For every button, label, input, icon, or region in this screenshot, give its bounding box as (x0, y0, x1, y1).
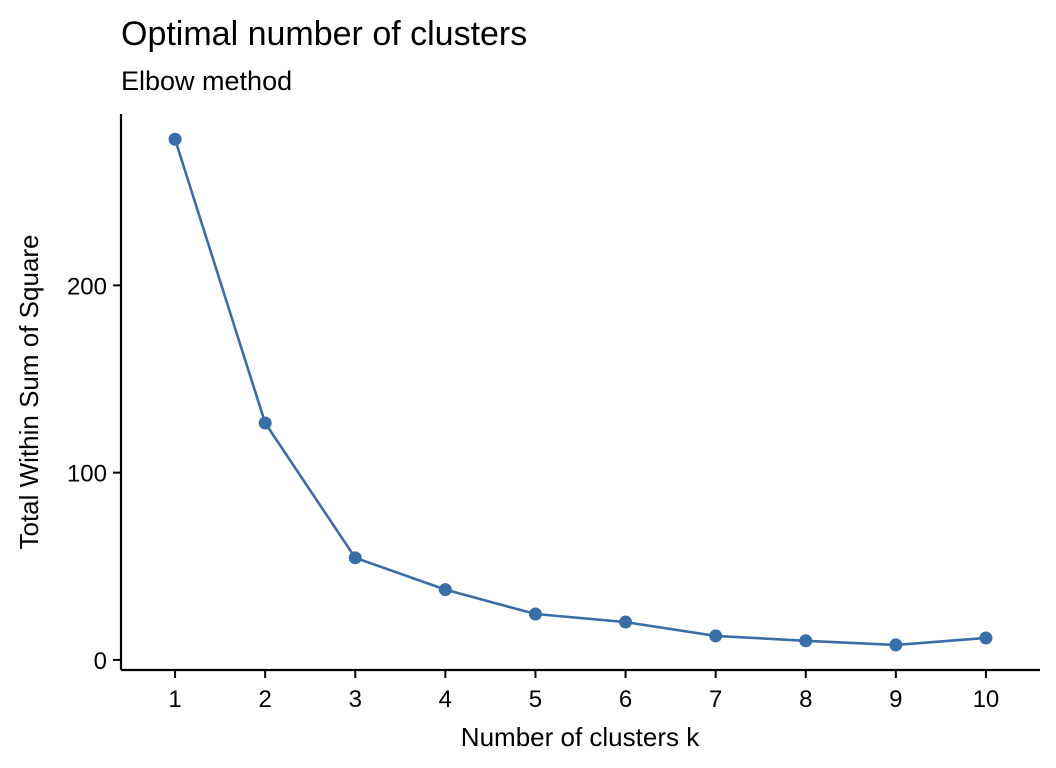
data-point (889, 638, 903, 652)
y-tick-label: 200 (67, 273, 107, 300)
x-tick-label: 3 (349, 686, 362, 713)
data-point (979, 631, 993, 645)
x-tick-label: 6 (619, 686, 632, 713)
data-point (438, 583, 452, 597)
data-point (799, 634, 813, 648)
data-point (619, 615, 633, 629)
y-tick-label: 100 (67, 461, 107, 488)
data-point (348, 551, 362, 565)
y-tick-label: 0 (94, 648, 107, 675)
x-tick-label: 10 (973, 686, 1000, 713)
x-tick-label: 2 (258, 686, 271, 713)
plot-area (168, 132, 993, 652)
x-tick-label: 5 (529, 686, 542, 713)
x-tick-label: 9 (889, 686, 902, 713)
x-tick-label: 8 (799, 686, 812, 713)
x-axis-title: Number of clusters k (461, 722, 700, 752)
x-axis-ticks: 1 2 3 4 5 6 7 8 9 10 (168, 670, 999, 713)
y-axis-ticks: 0 100 200 (67, 273, 121, 675)
x-tick-label: 1 (168, 686, 181, 713)
series-line (173, 138, 987, 647)
data-point (258, 416, 272, 430)
x-tick-label: 7 (709, 686, 722, 713)
chart-title: Optimal number of clusters (121, 15, 527, 53)
data-point (168, 132, 182, 146)
chart-subtitle: Elbow method (121, 66, 292, 96)
data-point (709, 629, 723, 643)
x-tick-label: 4 (439, 686, 452, 713)
y-axis-title: Total Within Sum of Square (14, 234, 44, 549)
data-point (528, 607, 542, 621)
